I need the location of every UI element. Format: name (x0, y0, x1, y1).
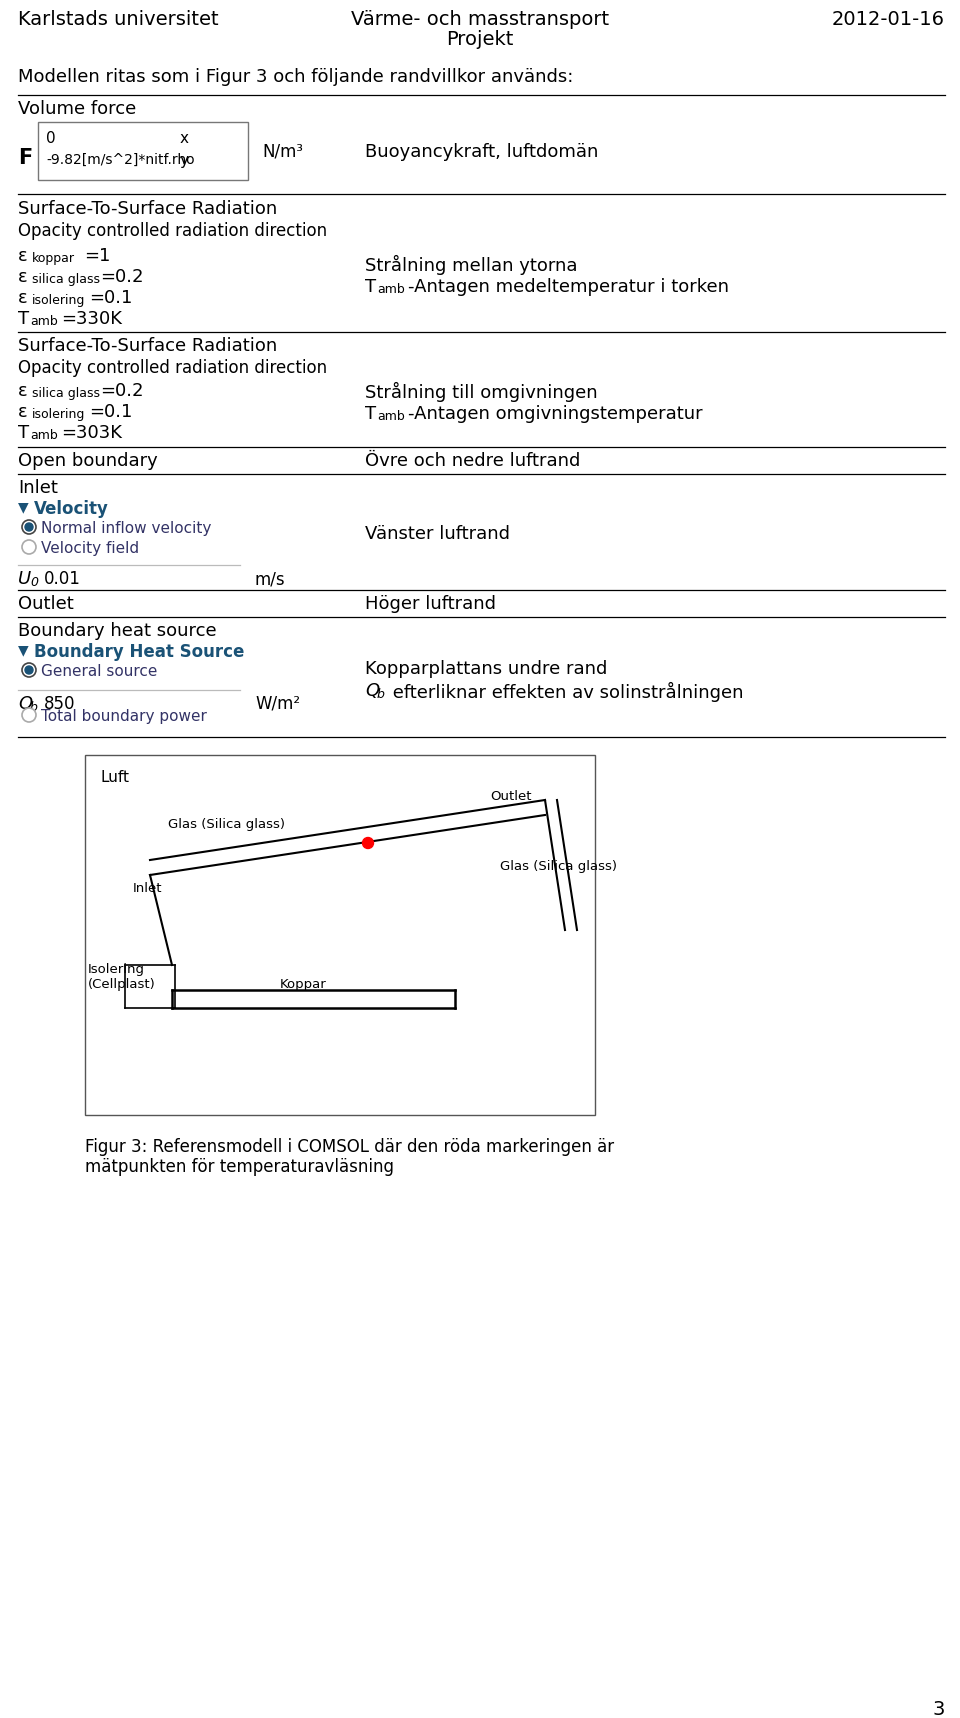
Text: Inlet: Inlet (133, 881, 162, 895)
Text: General source: General source (41, 663, 157, 679)
Text: Luft: Luft (100, 770, 129, 785)
Text: 3: 3 (932, 1701, 945, 1718)
Circle shape (22, 539, 36, 553)
Text: T: T (365, 278, 376, 295)
Text: Outlet: Outlet (18, 594, 74, 613)
Text: Höger luftrand: Höger luftrand (365, 594, 496, 613)
Text: W/m²: W/m² (255, 696, 300, 713)
Text: y: y (180, 153, 189, 168)
Text: efterliknar effekten av solinstrålningen: efterliknar effekten av solinstrålningen (387, 682, 743, 703)
Circle shape (25, 522, 33, 531)
Text: 850: 850 (44, 696, 76, 713)
Text: Glas (Silica glass): Glas (Silica glass) (500, 861, 617, 873)
Text: Figur 3: Referensmodell i COMSOL där den röda markeringen är: Figur 3: Referensmodell i COMSOL där den… (85, 1137, 614, 1156)
Text: Q: Q (365, 682, 379, 699)
Text: mätpunkten för temperaturavläsning: mätpunkten för temperaturavläsning (85, 1158, 394, 1177)
Text: Isolering: Isolering (88, 964, 145, 976)
Text: -9.82[m/s^2]*nitf.rho: -9.82[m/s^2]*nitf.rho (46, 153, 195, 167)
Text: amb: amb (377, 283, 405, 295)
Text: Övre och nedre luftrand: Övre och nedre luftrand (365, 452, 581, 471)
Text: ▼: ▼ (18, 500, 29, 514)
Text: =1: =1 (84, 247, 110, 265)
Text: Boundary Heat Source: Boundary Heat Source (34, 643, 245, 661)
Text: Q: Q (18, 696, 32, 713)
Text: Värme- och masstransport: Värme- och masstransport (351, 10, 609, 29)
Text: Karlstads universitet: Karlstads universitet (18, 10, 219, 29)
Text: ε: ε (18, 289, 28, 308)
Circle shape (22, 663, 36, 677)
Text: 0: 0 (30, 576, 38, 589)
Text: ε: ε (18, 268, 28, 285)
Text: Open boundary: Open boundary (18, 452, 157, 471)
Text: m/s: m/s (255, 570, 286, 588)
Text: isolering: isolering (32, 294, 85, 308)
Text: =0.1: =0.1 (89, 404, 132, 421)
Text: x: x (180, 131, 189, 146)
Text: Opacity controlled radiation direction: Opacity controlled radiation direction (18, 359, 327, 376)
Text: Normal inflow velocity: Normal inflow velocity (41, 521, 211, 536)
Text: amb: amb (30, 314, 58, 328)
Text: Inlet: Inlet (18, 479, 58, 497)
Text: b: b (377, 687, 385, 701)
Text: =0.2: =0.2 (100, 381, 143, 400)
Text: Velocity: Velocity (34, 500, 108, 519)
Circle shape (22, 708, 36, 722)
Text: b: b (30, 701, 37, 715)
Text: F: F (18, 148, 33, 168)
Text: T: T (365, 405, 376, 423)
Text: -Antagen omgivningstemperatur: -Antagen omgivningstemperatur (408, 405, 703, 423)
Text: Velocity field: Velocity field (41, 541, 139, 557)
Text: Buoyancykraft, luftdomän: Buoyancykraft, luftdomän (365, 143, 598, 161)
Text: Strålning till omgivningen: Strålning till omgivningen (365, 381, 598, 402)
Bar (85, 754, 595, 1115)
Text: silica glass: silica glass (32, 273, 100, 285)
Text: amb: amb (377, 411, 405, 423)
Text: Glas (Silica glass): Glas (Silica glass) (168, 818, 285, 832)
Text: ▼: ▼ (18, 643, 29, 656)
Text: Vänster luftrand: Vänster luftrand (365, 526, 510, 543)
Text: =0.1: =0.1 (89, 289, 132, 308)
Text: Surface-To-Surface Radiation: Surface-To-Surface Radiation (18, 337, 277, 356)
Text: Surface-To-Surface Radiation: Surface-To-Surface Radiation (18, 199, 277, 218)
Text: 0.01: 0.01 (44, 570, 81, 588)
Text: Outlet: Outlet (490, 790, 532, 802)
Text: =0.2: =0.2 (100, 268, 143, 285)
Text: Koppar: Koppar (280, 978, 326, 991)
Text: U: U (18, 570, 31, 588)
Text: Volume force: Volume force (18, 100, 136, 119)
Text: =303K: =303K (61, 424, 122, 442)
Text: N/m³: N/m³ (262, 143, 303, 161)
Text: T: T (18, 309, 29, 328)
Text: Kopparplattans undre rand: Kopparplattans undre rand (365, 660, 608, 679)
Text: ε: ε (18, 404, 28, 421)
Text: 0: 0 (46, 131, 56, 146)
Text: 2012-01-16: 2012-01-16 (832, 10, 945, 29)
Text: =330K: =330K (61, 309, 122, 328)
Text: ε: ε (18, 247, 28, 265)
Bar (38, 122, 248, 180)
Text: Projekt: Projekt (446, 29, 514, 50)
Text: amb: amb (30, 430, 58, 442)
Text: ε: ε (18, 381, 28, 400)
Text: Modellen ritas som i Figur 3 och följande randvillkor används:: Modellen ritas som i Figur 3 och följand… (18, 69, 573, 86)
Text: Total boundary power: Total boundary power (41, 710, 206, 723)
Circle shape (363, 837, 373, 849)
Text: isolering: isolering (32, 407, 85, 421)
Text: koppar: koppar (32, 253, 75, 265)
Text: T: T (18, 424, 29, 442)
Circle shape (22, 521, 36, 534)
Text: Opacity controlled radiation direction: Opacity controlled radiation direction (18, 222, 327, 241)
Text: Strålning mellan ytorna: Strålning mellan ytorna (365, 254, 578, 275)
Circle shape (25, 667, 33, 673)
Text: silica glass: silica glass (32, 387, 100, 400)
Text: -Antagen medeltemperatur i torken: -Antagen medeltemperatur i torken (408, 278, 729, 295)
Text: Boundary heat source: Boundary heat source (18, 622, 217, 641)
Text: (Cellplast): (Cellplast) (88, 978, 156, 991)
